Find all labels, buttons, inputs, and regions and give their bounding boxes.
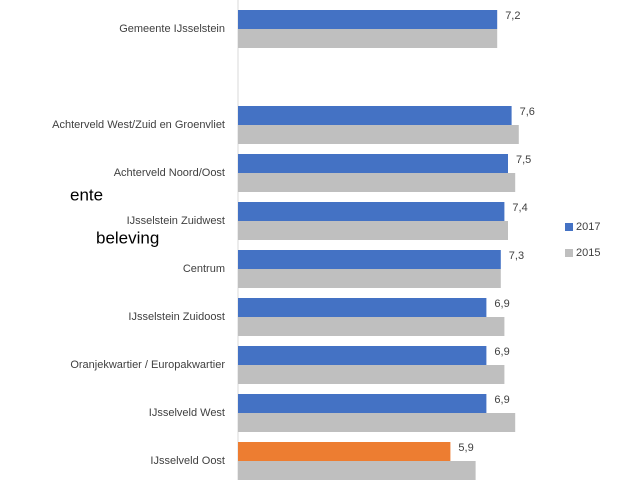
- bar: [238, 221, 508, 240]
- legend-swatch: [565, 223, 573, 231]
- bar: [238, 317, 505, 336]
- category-label: Achterveld Noord/Oost: [114, 167, 225, 179]
- value-label: 7,5: [516, 154, 531, 166]
- bar: [238, 442, 451, 461]
- background-text: ente: [70, 185, 103, 204]
- value-label: 6,9: [494, 298, 509, 310]
- value-label: 7,6: [520, 106, 535, 118]
- background-text: beleving: [96, 228, 159, 247]
- category-label: Gemeente IJsselstein: [119, 23, 225, 35]
- value-label: 6,9: [494, 346, 509, 358]
- category-label: IJsselstein Zuidoost: [128, 311, 225, 323]
- bar: [238, 461, 476, 480]
- bar: [238, 269, 501, 288]
- bar: [238, 413, 516, 432]
- bar: [238, 29, 498, 48]
- category-label: Achterveld West/Zuid en Groenvliet: [52, 119, 225, 131]
- bar: [238, 365, 505, 384]
- bar: [238, 298, 487, 317]
- category-label: Centrum: [183, 263, 225, 275]
- legend-swatch: [565, 249, 573, 257]
- legend-label: 2017: [576, 221, 600, 233]
- value-label: 7,4: [512, 202, 527, 214]
- legend-label: 2015: [576, 247, 600, 259]
- bar: [238, 154, 508, 173]
- bar: [238, 346, 487, 365]
- category-label: IJsselveld West: [149, 407, 225, 419]
- bar: [238, 106, 512, 125]
- value-label: 7,3: [509, 250, 524, 262]
- bar: [238, 202, 505, 221]
- category-label: IJsselstein Zuidwest: [127, 215, 225, 227]
- value-label: 7,2: [505, 10, 520, 22]
- bar: [238, 10, 498, 29]
- bar: [238, 125, 519, 144]
- category-label: Oranjekwartier / Europakwartier: [70, 359, 225, 371]
- value-label: 6,9: [494, 394, 509, 406]
- value-label: 5,9: [458, 442, 473, 454]
- category-label: IJsselveld Oost: [150, 455, 225, 467]
- bar: [238, 250, 501, 269]
- bar: [238, 173, 516, 192]
- bar: [238, 394, 487, 413]
